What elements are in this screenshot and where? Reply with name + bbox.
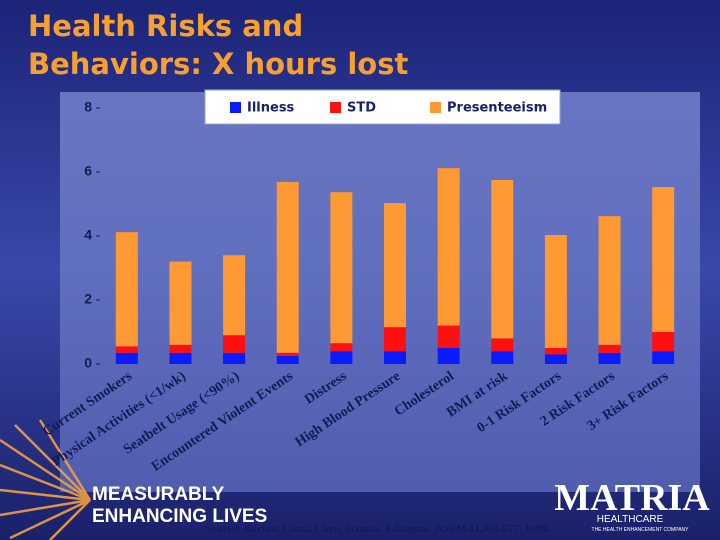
bar-segment [276,181,299,353]
bar-segment [115,232,138,347]
legend-box [204,89,561,125]
y-tick-label: 4 [84,227,92,243]
bar-segment [330,343,353,352]
logo-rays [0,419,92,540]
tagline: MEASURABLY [92,484,225,505]
bar-segment [544,354,567,364]
legend-swatch [230,102,241,113]
bar-segment [384,351,406,364]
bar-segment [169,344,192,353]
brand: MATRIA [554,477,710,519]
bar-segment [223,335,246,353]
bar-segment [276,352,299,356]
bar-segment [115,352,138,364]
bar-segment [491,338,514,352]
bar-segment [598,352,621,364]
bar-segment [652,332,675,352]
plot-area [60,92,700,492]
bar-segment [437,348,460,364]
bar-segment [598,216,621,345]
bar-segment [544,235,567,348]
bar-segment [115,346,138,353]
y-tick-label: 6 [84,163,92,179]
bar-segment [544,348,567,355]
legend-swatch [330,102,341,113]
bar-segment [437,168,460,326]
legend-label: Presenteeism [447,101,547,116]
bar-segment [330,192,353,344]
legend: Illness STD Presenteeism [230,101,547,116]
legend-swatch [430,102,441,113]
y-tick-label: 8 [84,99,92,115]
bar-segment [276,356,299,364]
bar-segment [598,344,621,353]
title-line: Health Risks and [28,9,303,43]
bar-segment [169,261,192,345]
y-tick-label: 2 [84,291,92,307]
bar-segment [491,180,514,339]
legend-label: STD [347,101,376,116]
bar-segment [652,187,675,332]
bar-segment [223,255,246,336]
bar-segment [169,352,192,364]
bar-segment [223,352,246,364]
bar-segment [330,351,353,364]
title-line: Behaviors: X hours lost [28,47,408,81]
tagline: ENHANCING LIVES [92,506,267,527]
slogan: THE HEALTH ENHANCEMENT COMPANY [592,527,690,533]
brand-sub: HEALTHCARE [597,514,664,525]
bar-segment [384,203,406,328]
legend-label: Illness [247,101,295,116]
bar-segment [652,351,675,364]
y-tick-label: 0 [84,355,92,371]
bar-segment [437,325,460,348]
bar-segment [491,351,514,364]
bar-segment [384,327,406,352]
source: Source: Burton, Conti, Chen, Schultz, Ed… [205,523,550,535]
